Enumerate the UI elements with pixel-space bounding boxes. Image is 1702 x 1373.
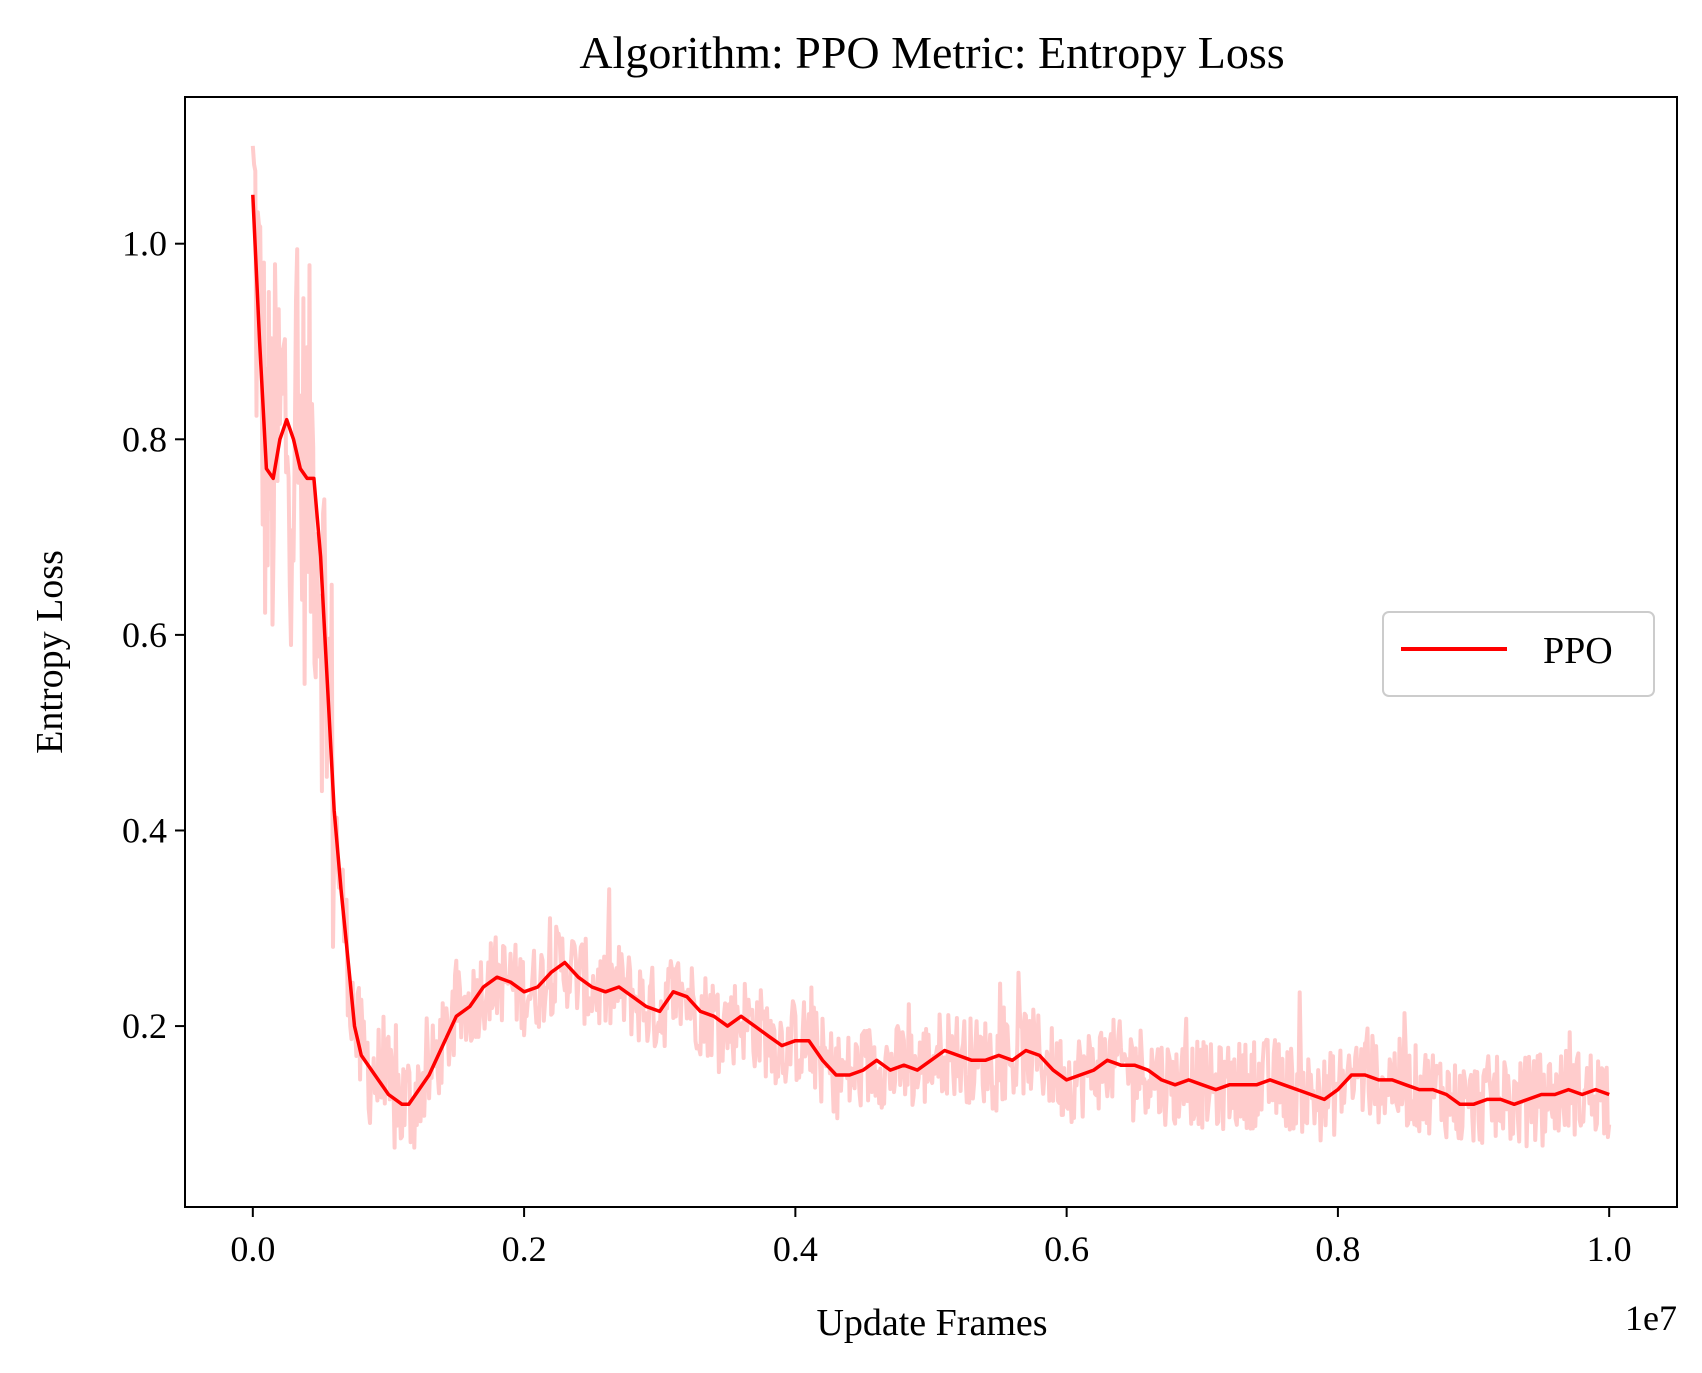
legend-box	[1382, 611, 1655, 697]
x-axis-label: Update Frames	[816, 1302, 1047, 1344]
plot-area	[250, 145, 1612, 1150]
y-axis-ticks: 0.2 0.4 0.6 0.8 1.0	[122, 224, 185, 1046]
x-tick-label: 0.2	[502, 1229, 547, 1269]
chart-title: Algorithm: PPO Metric: Entropy Loss	[579, 27, 1284, 78]
x-tick-label: 1.0	[1587, 1229, 1632, 1269]
x-tick-label: 0.8	[1315, 1229, 1360, 1269]
y-tick-label: 0.4	[122, 810, 167, 850]
y-axis-label: Entropy Loss	[29, 550, 71, 754]
x-tick-label: 0.4	[773, 1229, 818, 1269]
x-axis-ticks: 0.0 0.2 0.4 0.6 0.8 1.0	[230, 1207, 1632, 1269]
legend-label-ppo: PPO	[1543, 630, 1613, 672]
legend: PPO	[1382, 611, 1655, 697]
y-tick-label: 1.0	[122, 224, 167, 264]
series-line-ppo	[251, 194, 1610, 1107]
x-tick-label: 0.0	[230, 1229, 275, 1269]
axes-frame	[184, 96, 1678, 1208]
x-tick-label: 0.6	[1044, 1229, 1089, 1269]
y-tick-label: 0.6	[122, 615, 167, 655]
y-tick-label: 0.2	[122, 1006, 167, 1046]
x-axis-offset-label: 1e7	[1625, 1298, 1677, 1338]
y-tick-label: 0.8	[122, 419, 167, 459]
